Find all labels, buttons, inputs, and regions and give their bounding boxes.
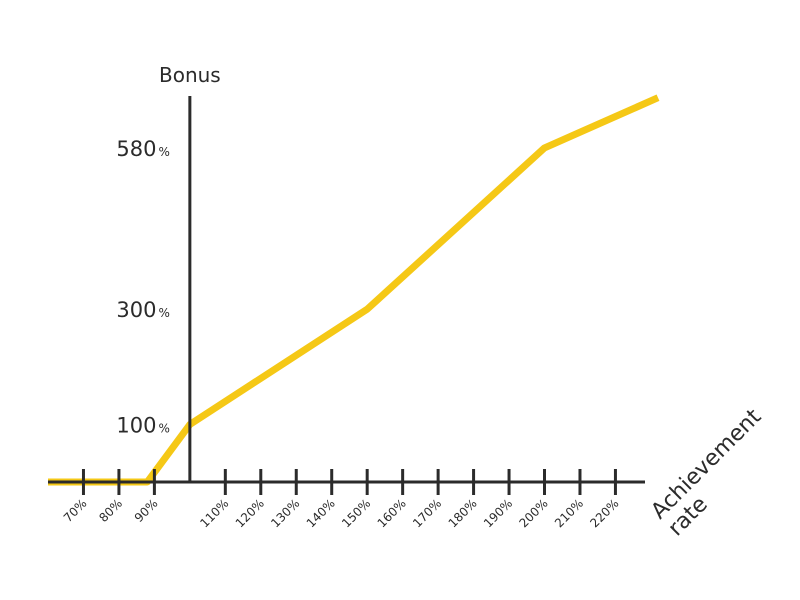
y-tick-label: 300% <box>116 298 170 322</box>
y-axis-label: Bonus <box>159 63 221 87</box>
y-tick-label: 580% <box>116 137 170 161</box>
x-tick-label: 170% <box>410 496 444 530</box>
x-tick-label: 200% <box>516 496 550 530</box>
y-ticks: 100 %300 %580% <box>116 137 170 438</box>
y-tick-number: 300 <box>116 298 156 322</box>
x-tick-label: 90% <box>132 496 161 525</box>
x-axis-label: Achievementrate <box>647 404 784 541</box>
x-tick-label: 180% <box>446 496 480 530</box>
y-tick-label: 100% <box>116 413 170 437</box>
x-tick-label: 120% <box>233 496 267 530</box>
x-tick-label: 190% <box>481 496 515 530</box>
x-tick-label: 210% <box>552 496 586 530</box>
x-tick-label: 80% <box>96 496 125 525</box>
y-tick-number: 100 <box>116 413 156 437</box>
x-tick-label: 130% <box>268 496 302 530</box>
y-tick-unit: % <box>158 421 169 435</box>
x-tick-label: 220% <box>587 496 621 530</box>
y-tick-unit: % <box>158 145 169 159</box>
x-tick-label: 150% <box>339 496 373 530</box>
x-tick-label: 110% <box>197 496 231 530</box>
x-tick-label: 70% <box>61 496 90 525</box>
x-ticks: 70% 80% 90% 110% 120% 130% 140% 150% 160% 170% 180… <box>61 469 622 530</box>
y-tick-number: 580 <box>116 137 156 161</box>
y-tick-unit: % <box>158 306 169 320</box>
x-tick-label: 160% <box>375 496 409 530</box>
x-tick-label: 140% <box>304 496 338 530</box>
